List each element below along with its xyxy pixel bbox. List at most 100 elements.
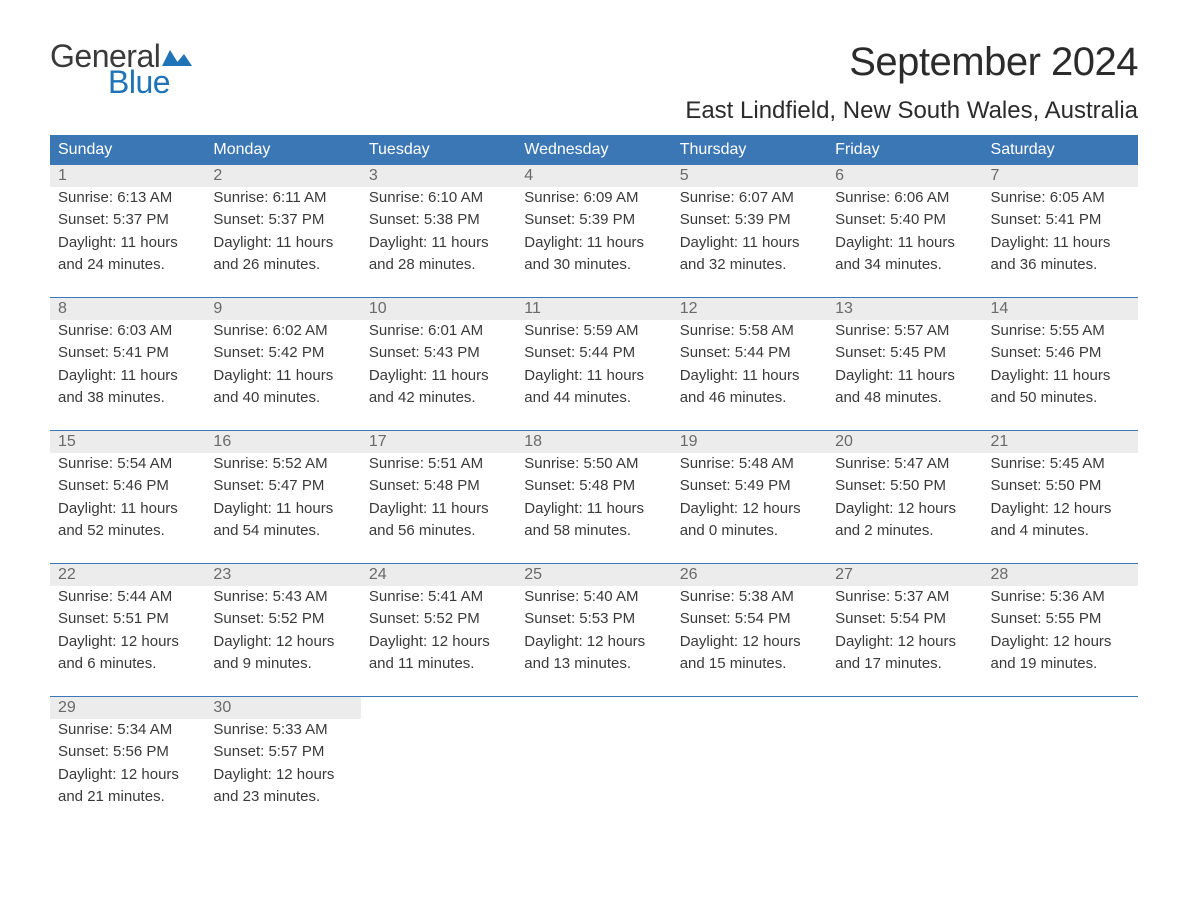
- day-sunset: Sunset: 5:50 PM: [827, 475, 982, 497]
- day-number: 22: [50, 564, 205, 586]
- day-sunset: Sunset: 5:45 PM: [827, 342, 982, 364]
- day-sunset: [983, 741, 1138, 763]
- day-day1: [672, 764, 827, 786]
- day-day2-row: and 52 minutes.and 54 minutes.and 56 min…: [50, 520, 1138, 564]
- day-sunrise: [516, 719, 671, 741]
- day-day1: Daylight: 11 hours: [361, 365, 516, 387]
- day-day2: and 26 minutes.: [205, 254, 360, 298]
- day-number: 11: [516, 298, 671, 320]
- day-sunset: Sunset: 5:49 PM: [672, 475, 827, 497]
- day-day1: [983, 764, 1138, 786]
- day-sunrise-row: Sunrise: 6:03 AMSunrise: 6:02 AMSunrise:…: [50, 320, 1138, 342]
- day-sunset-row: Sunset: 5:46 PMSunset: 5:47 PMSunset: 5:…: [50, 475, 1138, 497]
- day-number: 28: [983, 564, 1138, 586]
- day-day2-row: and 21 minutes.and 23 minutes.: [50, 786, 1138, 829]
- day-sunrise: Sunrise: 6:07 AM: [672, 187, 827, 209]
- day-day2: [827, 786, 982, 829]
- day-day2: and 19 minutes.: [983, 653, 1138, 697]
- dayhead-sat: Saturday: [983, 135, 1138, 165]
- day-day1: Daylight: 12 hours: [827, 631, 982, 653]
- day-number: 8: [50, 298, 205, 320]
- day-number: [672, 697, 827, 719]
- day-day2: and 15 minutes.: [672, 653, 827, 697]
- day-number: 29: [50, 697, 205, 719]
- day-sunrise: Sunrise: 5:50 AM: [516, 453, 671, 475]
- title-block: September 2024 East Lindfield, New South…: [685, 40, 1138, 125]
- day-sunrise: Sunrise: 6:03 AM: [50, 320, 205, 342]
- day-number: 17: [361, 431, 516, 453]
- day-sunrise: Sunrise: 6:09 AM: [516, 187, 671, 209]
- day-day1: Daylight: 12 hours: [672, 498, 827, 520]
- day-sunset: Sunset: 5:37 PM: [205, 209, 360, 231]
- day-day1: Daylight: 11 hours: [983, 232, 1138, 254]
- day-sunrise: Sunrise: 5:45 AM: [983, 453, 1138, 475]
- day-day1: Daylight: 11 hours: [672, 232, 827, 254]
- day-sunrise: [672, 719, 827, 741]
- day-sunset: Sunset: 5:39 PM: [672, 209, 827, 231]
- dayhead-sun: Sunday: [50, 135, 205, 165]
- day-number-row: 15161718192021: [50, 431, 1138, 453]
- dayhead-mon: Monday: [205, 135, 360, 165]
- day-sunset: Sunset: 5:46 PM: [50, 475, 205, 497]
- day-number: [983, 697, 1138, 719]
- day-sunrise: Sunrise: 5:40 AM: [516, 586, 671, 608]
- day-day2: and 2 minutes.: [827, 520, 982, 564]
- day-day1: Daylight: 12 hours: [827, 498, 982, 520]
- location-subtitle: East Lindfield, New South Wales, Austral…: [685, 97, 1138, 125]
- day-sunset: [672, 741, 827, 763]
- day-sunrise-row: Sunrise: 5:34 AMSunrise: 5:33 AM: [50, 719, 1138, 741]
- day-number: 18: [516, 431, 671, 453]
- day-sunrise: Sunrise: 5:44 AM: [50, 586, 205, 608]
- day-day2: and 13 minutes.: [516, 653, 671, 697]
- day-sunrise: Sunrise: 5:52 AM: [205, 453, 360, 475]
- day-sunset-row: Sunset: 5:56 PMSunset: 5:57 PM: [50, 741, 1138, 763]
- day-day1-row: Daylight: 11 hoursDaylight: 11 hoursDayl…: [50, 498, 1138, 520]
- day-sunrise: Sunrise: 5:33 AM: [205, 719, 360, 741]
- day-sunrise: Sunrise: 5:34 AM: [50, 719, 205, 741]
- day-day1: Daylight: 11 hours: [205, 232, 360, 254]
- day-day2: and 28 minutes.: [361, 254, 516, 298]
- day-sunrise-row: Sunrise: 5:54 AMSunrise: 5:52 AMSunrise:…: [50, 453, 1138, 475]
- month-title: September 2024: [685, 40, 1138, 85]
- day-day2-row: and 24 minutes.and 26 minutes.and 28 min…: [50, 254, 1138, 298]
- day-sunset: Sunset: 5:51 PM: [50, 608, 205, 630]
- day-number-row: 1234567: [50, 165, 1138, 187]
- day-number: 13: [827, 298, 982, 320]
- day-sunset: Sunset: 5:41 PM: [983, 209, 1138, 231]
- day-sunrise-row: Sunrise: 5:44 AMSunrise: 5:43 AMSunrise:…: [50, 586, 1138, 608]
- day-sunrise: [983, 719, 1138, 741]
- day-sunset: Sunset: 5:42 PM: [205, 342, 360, 364]
- day-sunset: [361, 741, 516, 763]
- day-number: 7: [983, 165, 1138, 187]
- day-day1: Daylight: 11 hours: [361, 498, 516, 520]
- day-sunset: Sunset: 5:52 PM: [361, 608, 516, 630]
- day-sunrise-row: Sunrise: 6:13 AMSunrise: 6:11 AMSunrise:…: [50, 187, 1138, 209]
- day-day2: and 56 minutes.: [361, 520, 516, 564]
- day-sunset: Sunset: 5:56 PM: [50, 741, 205, 763]
- day-number: 10: [361, 298, 516, 320]
- day-number: 24: [361, 564, 516, 586]
- dayhead-wed: Wednesday: [516, 135, 671, 165]
- day-number: 9: [205, 298, 360, 320]
- dayhead-tue: Tuesday: [361, 135, 516, 165]
- day-sunset: Sunset: 5:43 PM: [361, 342, 516, 364]
- day-day2: and 0 minutes.: [672, 520, 827, 564]
- day-day1-row: Daylight: 12 hoursDaylight: 12 hoursDayl…: [50, 631, 1138, 653]
- day-day2-row: and 6 minutes.and 9 minutes.and 11 minut…: [50, 653, 1138, 697]
- day-number: [827, 697, 982, 719]
- day-number: 30: [205, 697, 360, 719]
- day-day1: Daylight: 12 hours: [205, 631, 360, 653]
- day-header-row: Sunday Monday Tuesday Wednesday Thursday…: [50, 135, 1138, 165]
- day-number: 27: [827, 564, 982, 586]
- day-number: 2: [205, 165, 360, 187]
- day-day1-row: Daylight: 11 hoursDaylight: 11 hoursDayl…: [50, 365, 1138, 387]
- day-sunset: [827, 741, 982, 763]
- day-day1: Daylight: 12 hours: [983, 498, 1138, 520]
- day-day2: and 9 minutes.: [205, 653, 360, 697]
- day-day1: Daylight: 11 hours: [50, 498, 205, 520]
- day-sunrise: Sunrise: 5:41 AM: [361, 586, 516, 608]
- day-sunset: Sunset: 5:54 PM: [672, 608, 827, 630]
- day-sunset-row: Sunset: 5:37 PMSunset: 5:37 PMSunset: 5:…: [50, 209, 1138, 231]
- day-day1: Daylight: 11 hours: [205, 365, 360, 387]
- day-day1: Daylight: 11 hours: [516, 498, 671, 520]
